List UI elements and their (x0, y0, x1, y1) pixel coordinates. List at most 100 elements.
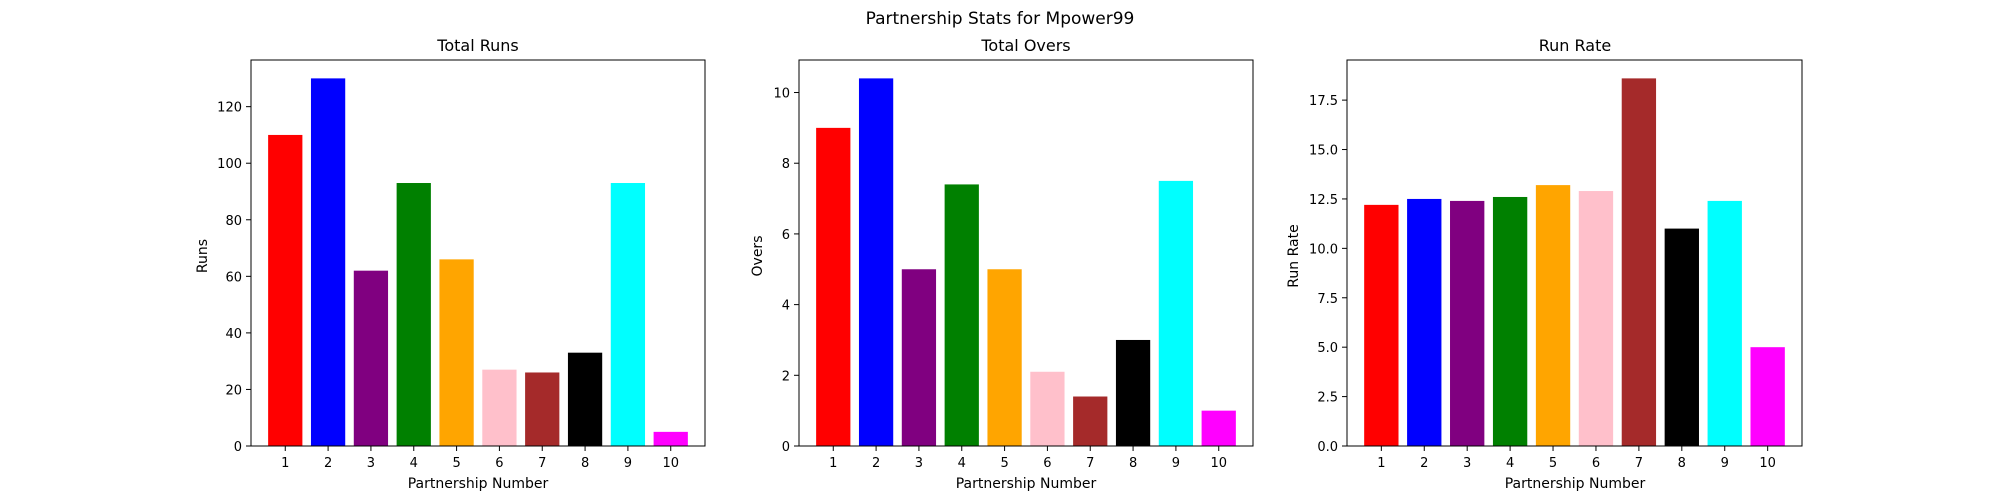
y-tick-label: 15.0 (1309, 144, 1338, 159)
bar-8 (567, 352, 603, 446)
x-tick-label: 6 (1592, 456, 1600, 471)
bar-1 (816, 127, 851, 447)
x-axis-label: Partnership Number (956, 476, 1097, 492)
bar-10 (1750, 347, 1785, 446)
bar-7 (1073, 396, 1108, 446)
bar-10 (1201, 410, 1236, 446)
y-tick-label: 100 (217, 157, 242, 172)
x-tick-label: 9 (1172, 456, 1180, 471)
bar-2 (858, 78, 894, 446)
chart-panel-total-runs: Total Runs Partnership Number Runs 1 2 3 4 5… (195, 36, 706, 492)
x-tick-label: 10 (1759, 456, 1776, 471)
x-tick-label: 8 (1678, 456, 1686, 471)
plot-area: 1 2 3 4 5 6 7 8 9 10 0.0 2.5 5.0 7.5 10.0 12.5 15.0 17.5 (1309, 59, 1803, 471)
x-tick-label: 4 (1506, 456, 1514, 471)
y-tick-label: 2.5 (1317, 391, 1338, 406)
bar-6 (1578, 191, 1614, 446)
y-tick-label: 8 (782, 157, 790, 172)
bar-2 (310, 78, 346, 446)
y-tick-label: 20 (225, 383, 242, 398)
x-tick-label: 9 (624, 456, 632, 471)
y-tick-label: 10.0 (1309, 242, 1338, 257)
y-axis-label: Runs (195, 239, 211, 273)
bar-8 (1664, 228, 1699, 446)
x-tick-label: 10 (1210, 456, 1227, 471)
x-tick-label: 5 (1549, 456, 1557, 471)
x-tick-label: 10 (662, 456, 679, 471)
bar-1 (1364, 204, 1399, 446)
bar-8 (1115, 339, 1151, 446)
bar-7 (525, 372, 560, 446)
y-axis-label: Overs (750, 236, 766, 277)
bar-5 (439, 259, 474, 446)
bar-4 (396, 183, 431, 446)
chart-title: Run Rate (1539, 36, 1611, 55)
x-tick-label: 3 (1463, 456, 1471, 471)
y-tick-label: 40 (225, 327, 242, 342)
bar-4 (1492, 196, 1528, 446)
y-tick-label: 0 (782, 440, 790, 455)
x-tick-label: 1 (1377, 456, 1385, 471)
axes-frame (798, 59, 1254, 447)
chart-panel-total-overs: Total Overs Partnership Number Overs 1 2 3… (750, 36, 1254, 492)
y-tick-label: 0.0 (1317, 440, 1338, 455)
x-tick-label: 7 (1635, 456, 1643, 471)
x-tick-label: 3 (367, 456, 375, 471)
x-tick-label: 5 (1000, 456, 1008, 471)
y-tick-label: 10 (773, 87, 790, 102)
bar-4 (944, 184, 979, 447)
y-tick-label: 6 (782, 228, 790, 243)
y-tick-label: 7.5 (1317, 292, 1338, 307)
x-tick-label: 8 (1129, 456, 1137, 471)
y-tick-label: 80 (225, 214, 242, 229)
plot-area: 1 2 3 4 5 6 7 8 9 10 0 2 4 6 8 10 (773, 59, 1254, 471)
x-axis-label: Partnership Number (1505, 476, 1646, 492)
x-tick-label: 1 (829, 456, 837, 471)
bar-3 (353, 270, 389, 446)
x-tick-label: 1 (281, 456, 289, 471)
y-tick-label: 4 (782, 299, 790, 314)
x-tick-label: 7 (1086, 456, 1094, 471)
y-tick-label: 12.5 (1309, 193, 1338, 208)
x-tick-label: 2 (324, 456, 332, 471)
y-tick-label: 17.5 (1309, 94, 1338, 109)
bar-2 (1407, 198, 1442, 446)
bar-7 (1621, 78, 1657, 446)
x-tick-label: 8 (581, 456, 589, 471)
bar-1 (268, 134, 303, 446)
bar-10 (653, 431, 688, 446)
x-axis-label: Partnership Number (408, 476, 549, 492)
axes-frame (250, 59, 706, 447)
bar-3 (1450, 200, 1485, 446)
chart-title: Total Overs (980, 36, 1070, 55)
bar-6 (482, 369, 517, 446)
x-tick-label: 5 (452, 456, 460, 471)
x-tick-label: 7 (538, 456, 546, 471)
x-tick-label: 6 (1043, 456, 1051, 471)
bar-3 (901, 269, 937, 446)
bar-5 (987, 269, 1022, 446)
y-tick-label: 5.0 (1317, 341, 1338, 356)
figure-suptitle: Partnership Stats for Mpower99 (866, 9, 1135, 29)
x-tick-label: 4 (958, 456, 966, 471)
y-tick-label: 60 (225, 270, 242, 285)
chart-title: Total Runs (436, 36, 518, 55)
x-tick-label: 6 (495, 456, 503, 471)
bar-9 (610, 183, 646, 446)
y-tick-label: 120 (217, 101, 242, 116)
x-tick-label: 2 (1420, 456, 1428, 471)
y-axis-label: Run Rate (1286, 224, 1302, 287)
y-tick-label: 0 (234, 440, 242, 455)
x-tick-label: 9 (1721, 456, 1729, 471)
bar-6 (1030, 371, 1065, 446)
x-tick-label: 2 (872, 456, 880, 471)
axes-frame (1346, 59, 1803, 447)
bar-9 (1707, 200, 1742, 446)
bar-5 (1535, 185, 1571, 447)
x-tick-label: 4 (410, 456, 418, 471)
chart-panel-run-rate: Run Rate Partnership Number Run Rate 1 2 3… (1286, 36, 1803, 492)
y-tick-label: 2 (782, 369, 790, 384)
bar-9 (1158, 180, 1194, 446)
